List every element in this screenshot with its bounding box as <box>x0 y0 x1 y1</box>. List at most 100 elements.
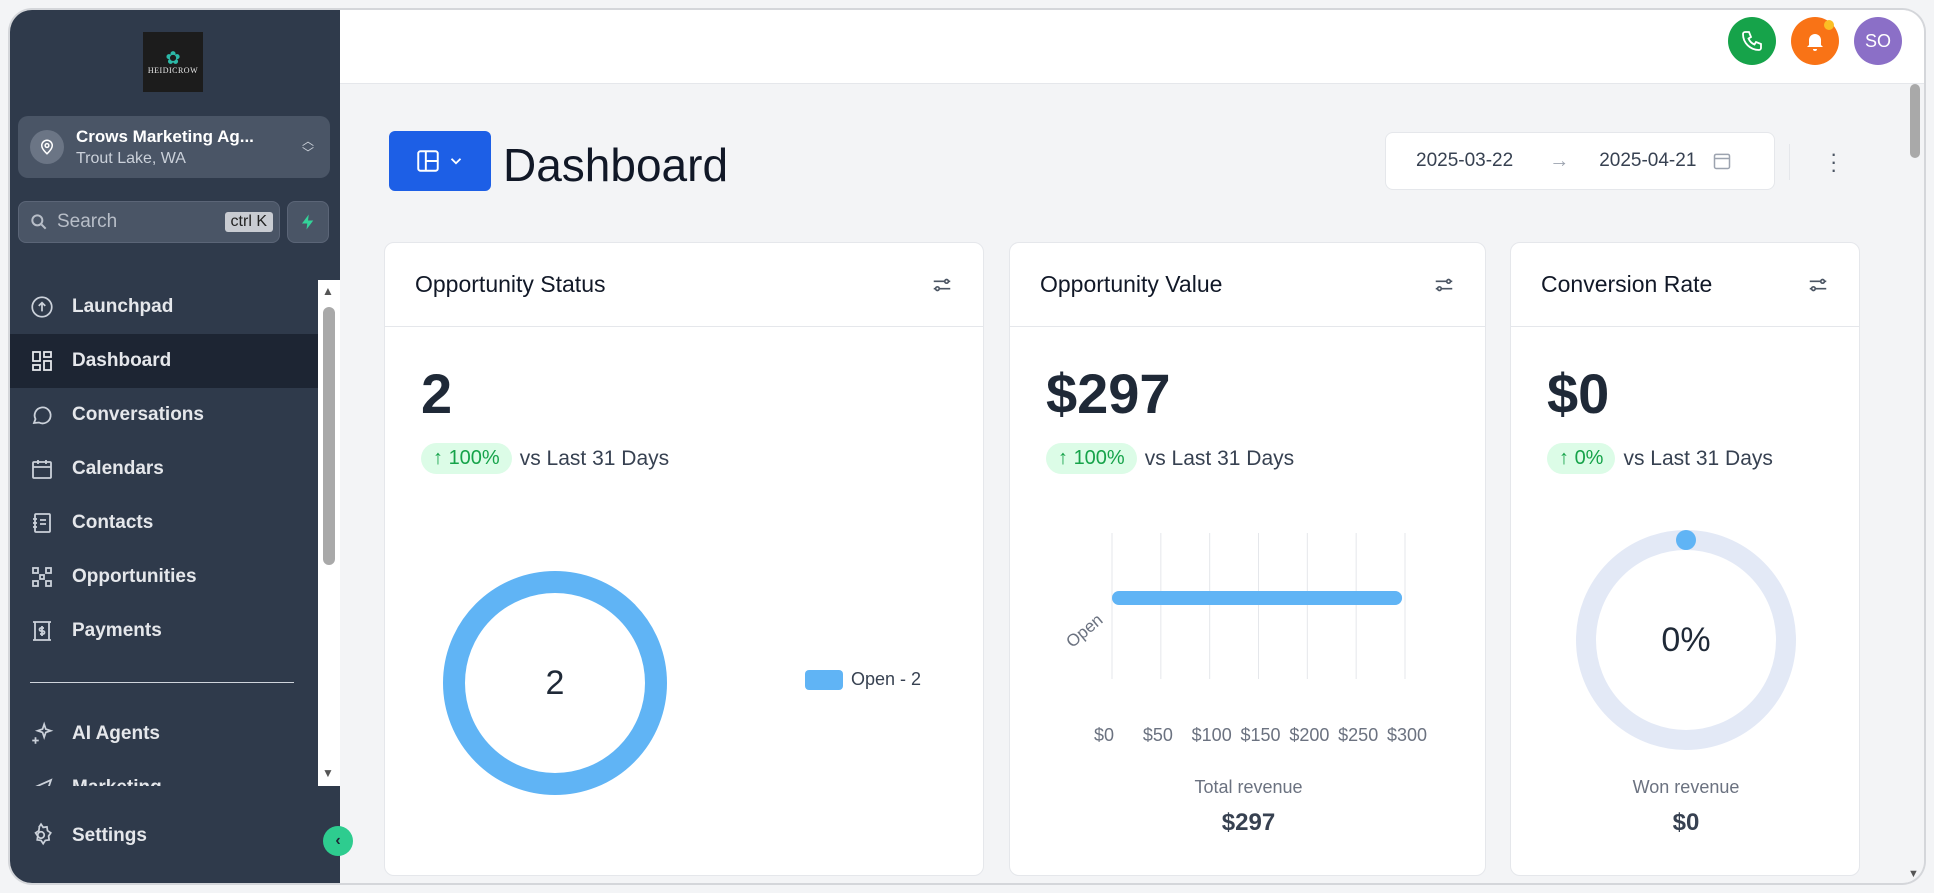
metric-value: $0 <box>1547 362 1610 425</box>
x-tick-label: $100 <box>1191 725 1232 745</box>
main-scrollbar[interactable] <box>1906 84 1924 883</box>
x-tick-label: $200 <box>1289 725 1330 745</box>
launchpad-icon <box>28 293 56 321</box>
quick-actions-button[interactable] <box>287 201 329 243</box>
account-name: Crows Marketing Ag... <box>76 126 254 146</box>
lotus-icon: ✿ <box>165 47 181 68</box>
sidebar: ✿ HEIDICROW Crows Marketing Ag... Trout … <box>10 10 340 883</box>
arrow-right-icon: → <box>1549 149 1570 172</box>
sidebar-item-contacts[interactable]: Contacts <box>10 496 320 550</box>
x-tick-label: $50 <box>1142 725 1173 745</box>
status-donut-chart: 2 <box>443 571 667 795</box>
trend-comparison: vs Last 31 Days <box>1623 446 1773 470</box>
calendar-icon <box>1714 153 1731 170</box>
filter-sliders-icon[interactable] <box>931 274 953 296</box>
total-revenue-value: $297 <box>1221 809 1276 836</box>
sidebar-scrollbar-thumb[interactable] <box>323 307 335 565</box>
legend-label: Open - 2 <box>851 669 922 689</box>
filter-sliders-icon[interactable] <box>1807 274 1829 296</box>
card-title: Opportunity Value <box>1040 271 1223 297</box>
more-options-icon[interactable]: · · · <box>1830 141 1838 182</box>
phone-icon <box>1742 31 1762 51</box>
metric-value: $297 <box>1046 362 1171 425</box>
notification-dot <box>1824 20 1834 30</box>
sidebar-item-calendars[interactable]: Calendars <box>10 442 320 496</box>
app-window: ✿ HEIDICROW Crows Marketing Ag... Trout … <box>10 10 1924 883</box>
sidebar-item-conversations[interactable]: Conversations <box>10 388 320 442</box>
trend-badge: ↑ 0% <box>1547 443 1616 474</box>
x-tick-label: $300 <box>1387 725 1428 745</box>
avatar[interactable]: SO <box>1854 17 1902 65</box>
search-icon <box>31 214 47 230</box>
nav-divider <box>30 682 294 683</box>
account-location: Trout Lake, WA <box>76 149 186 167</box>
sparkle-icon <box>28 720 56 748</box>
trend-comparison: vs Last 31 Days <box>519 446 670 470</box>
notifications-button[interactable] <box>1791 17 1839 65</box>
payments-icon <box>28 617 56 645</box>
sidebar-item-settings[interactable]: Settings <box>28 822 147 850</box>
conversion-rate-card: Conversion Rate $0 ↑ 0% vs Last 31 Days … <box>1510 242 1860 876</box>
sidebar-nav: Launchpad Dashboard Conversations Calend… <box>10 280 320 786</box>
gauge-indicator[interactable] <box>1676 530 1696 550</box>
total-revenue-label: Total revenue <box>1194 777 1303 797</box>
sidebar-item-dashboard[interactable]: Dashboard <box>10 334 320 388</box>
main-scrollbar-thumb[interactable] <box>1910 84 1920 158</box>
metric-value: 2 <box>421 362 453 425</box>
opportunity-value-card: Opportunity Value $297 ↑ 100% vs Last 31… <box>1009 242 1486 876</box>
card-title: Opportunity Status <box>415 271 606 297</box>
value-bar-chart: Open <box>1062 533 1406 679</box>
chevron-down-icon <box>450 158 462 165</box>
trend-badge: ↑ 100% <box>421 443 512 474</box>
scroll-down-arrow-icon[interactable]: ▼ <box>322 766 334 780</box>
location-pin-icon <box>30 130 64 164</box>
legend-swatch <box>805 669 843 690</box>
sidebar-item-launchpad[interactable]: Launchpad <box>10 280 320 334</box>
trend-comparison: vs Last 31 Days <box>1144 446 1295 470</box>
sidebar-item-payments[interactable]: Payments <box>10 604 320 658</box>
phone-button[interactable] <box>1728 17 1776 65</box>
logo-text: HEIDICROW <box>147 65 199 75</box>
gear-icon <box>28 822 56 850</box>
date-start[interactable]: 2025-03-22 <box>1416 150 1514 171</box>
donut-slice-open[interactable] <box>443 571 667 795</box>
opportunities-icon <box>28 563 56 591</box>
collapse-sidebar-button[interactable]: ‹ <box>323 826 353 856</box>
x-tick-label: $150 <box>1240 725 1281 745</box>
search-placeholder: Search <box>57 211 118 232</box>
sidebar-item-marketing[interactable]: Marketing <box>10 761 320 786</box>
chevron-left-icon: ‹ <box>335 832 341 849</box>
contacts-icon <box>28 509 56 537</box>
date-range-picker[interactable]: 2025-03-22 → 2025-04-21 <box>1385 132 1775 190</box>
x-tick-label: $0 <box>1094 725 1115 745</box>
bolt-icon <box>302 214 314 230</box>
card-title: Conversion Rate <box>1541 271 1713 297</box>
chat-icon <box>28 401 56 429</box>
page-title: Dashboard <box>503 139 729 191</box>
header-divider <box>1789 144 1790 180</box>
layout-switcher-button[interactable] <box>389 131 491 191</box>
calendar-icon <box>28 455 56 483</box>
chart-legend[interactable]: Open - 2 <box>805 669 921 690</box>
send-icon <box>28 774 56 786</box>
filter-sliders-icon[interactable] <box>1433 274 1455 296</box>
sidebar-item-ai-agents[interactable]: AI Agents <box>10 707 320 761</box>
won-revenue-label: Won revenue <box>1632 777 1740 797</box>
scroll-up-arrow-icon[interactable]: ▲ <box>322 284 334 298</box>
opportunity-status-card: Opportunity Status 2 ↑ 100% vs Last 31 D… <box>384 242 984 876</box>
x-tick-label: $250 <box>1338 725 1379 745</box>
account-switcher[interactable]: Crows Marketing Ag... Trout Lake, WA ︿ ﹀ <box>18 116 330 178</box>
chevron-updown-icon: ︿ ﹀ <box>301 134 314 160</box>
company-logo[interactable]: ✿ HEIDICROW <box>143 32 203 92</box>
scroll-down-arrow-icon[interactable]: ▼ <box>1908 868 1919 880</box>
search-shortcut: ctrl K <box>224 212 273 232</box>
bar-open[interactable] <box>1112 591 1403 605</box>
conversion-gauge-chart: 0% <box>1576 530 1796 750</box>
sidebar-item-opportunities[interactable]: Opportunities <box>10 550 320 604</box>
date-end[interactable]: 2025-04-21 <box>1599 150 1697 171</box>
gauge-center-label: 0% <box>1661 621 1710 659</box>
top-bar: SO <box>340 10 1924 84</box>
bar-category-label: Open <box>1062 610 1106 651</box>
donut-center-label: 2 <box>546 664 565 702</box>
search-input[interactable]: Search ctrl K <box>18 201 280 243</box>
